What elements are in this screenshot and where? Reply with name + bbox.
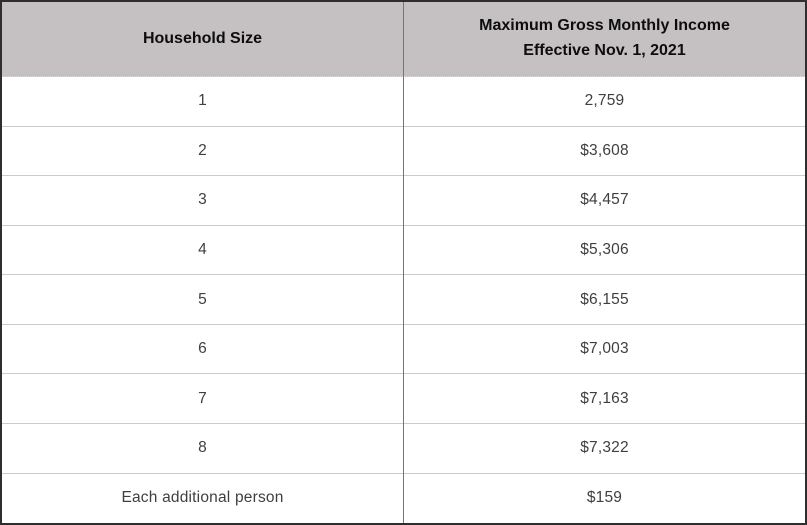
table-row: Each additional person $159	[1, 472, 806, 524]
table-row: 6 $7,003	[1, 323, 806, 374]
income-cell: $7,322	[403, 422, 806, 473]
table-body: 1 2,759 2 $3,608 3 $4,457 4 $5,306 5 $6,…	[1, 76, 806, 524]
income-cell: $7,163	[403, 373, 806, 424]
table-row: 5 $6,155	[1, 274, 806, 325]
household-size-cell: 1	[198, 92, 207, 110]
household-size-cell: 8	[1, 422, 404, 473]
header-max-income-line2: Effective Nov. 1, 2021	[523, 42, 686, 59]
income-cell: $4,457	[403, 175, 806, 226]
household-size-cell: Each additional person	[1, 472, 404, 524]
table-row: 3 $4,457	[1, 175, 806, 226]
income-cell: $3,608	[403, 125, 806, 176]
income-cell: 2,759	[403, 76, 806, 127]
header-household-size: Household Size	[1, 1, 404, 77]
income-cell: $7,003	[403, 323, 806, 374]
table-row: 2 $3,608	[1, 125, 806, 176]
table-header: Household Size Maximum Gross Monthly Inc…	[1, 1, 806, 77]
table-row: 8 $7,322	[1, 422, 806, 473]
household-size-cell: 4	[1, 224, 404, 275]
income-cell: $159	[403, 472, 806, 524]
header-max-income: Maximum Gross Monthly Income Effective N…	[403, 1, 806, 77]
table-row: 1 2,759	[1, 76, 806, 127]
income-cell: $5,306	[403, 224, 806, 275]
household-size-cell: 2	[1, 125, 404, 176]
household-size-cell: 5	[1, 274, 404, 325]
table-row: 4 $5,306	[1, 224, 806, 275]
household-size-cell: 6	[1, 323, 404, 374]
header-row: Household Size Maximum Gross Monthly Inc…	[1, 1, 806, 77]
header-household-size-label: Household Size	[142, 29, 263, 47]
household-size-cell: 3	[1, 175, 404, 226]
income-cell: $6,155	[403, 274, 806, 325]
table-row: 7 $7,163	[1, 373, 806, 424]
header-max-income-line1: Maximum Gross Monthly Income	[479, 17, 730, 35]
household-size-cell: 7	[1, 373, 404, 424]
